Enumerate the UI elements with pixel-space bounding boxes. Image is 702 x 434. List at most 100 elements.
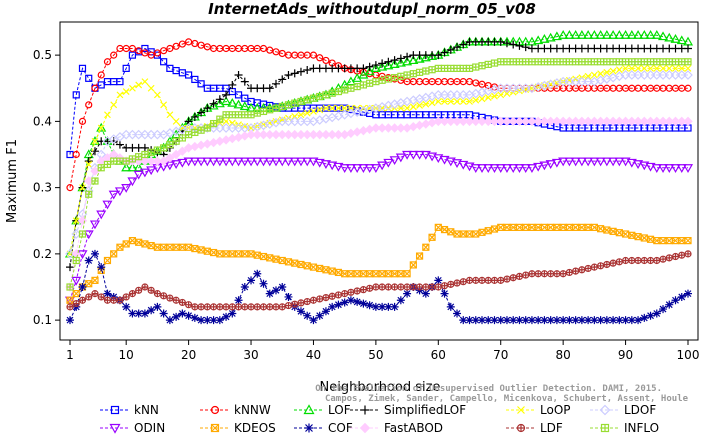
- data-point: [190, 112, 199, 121]
- data-point: [590, 58, 598, 66]
- series-kdeos: [66, 223, 692, 304]
- data-point: [628, 58, 636, 66]
- data-point: [559, 316, 568, 325]
- data-point: [128, 309, 137, 318]
- x-tick-label: 80: [556, 348, 571, 362]
- data-point: [259, 107, 268, 116]
- legend-item-loop: LoOP: [506, 403, 571, 417]
- data-point: [214, 157, 225, 167]
- credit-note: On the Evaluation of Unsupervised Outlie…: [315, 383, 688, 404]
- data-point: [334, 104, 342, 112]
- data-point: [197, 41, 205, 49]
- legend-label: kNN: [134, 403, 159, 417]
- data-point: [352, 127, 362, 137]
- data-point: [464, 116, 475, 127]
- data-point: [358, 164, 369, 173]
- data-point: [527, 116, 537, 127]
- data-point: [615, 316, 624, 325]
- data-point: [272, 303, 280, 311]
- data-point: [103, 160, 112, 169]
- data-point: [597, 262, 605, 270]
- data-point: [553, 58, 561, 66]
- data-point: [458, 116, 468, 127]
- data-point: [227, 123, 238, 133]
- data-point: [434, 51, 443, 60]
- data-point: [372, 283, 380, 291]
- data-point: [558, 116, 568, 127]
- data-point: [439, 90, 450, 100]
- data-point: [583, 157, 594, 167]
- data-point: [384, 57, 393, 66]
- data-point: [601, 30, 612, 39]
- data-point: [378, 59, 387, 68]
- data-point: [522, 58, 530, 66]
- data-point: [601, 157, 612, 167]
- series-odin: [64, 150, 694, 306]
- x-tick-label: 100: [677, 348, 700, 362]
- data-point: [234, 111, 243, 119]
- y-tick-label: 0.1: [33, 313, 52, 327]
- data-point: [146, 166, 157, 176]
- data-point: [414, 120, 425, 131]
- data-point: [396, 123, 406, 133]
- data-point: [439, 116, 450, 127]
- data-point: [589, 30, 600, 39]
- data-point: [415, 68, 424, 76]
- data-point: [222, 111, 230, 119]
- data-point: [89, 136, 101, 145]
- data-point: [66, 316, 74, 325]
- data-point: [308, 157, 319, 167]
- data-point: [103, 58, 112, 66]
- data-point: [497, 58, 505, 66]
- credit-line-2: On the Evaluation of Unsupervised Outlie…: [315, 383, 662, 394]
- data-point: [284, 292, 293, 301]
- data-point: [421, 119, 431, 129]
- data-point: [453, 98, 461, 105]
- data-point: [453, 279, 461, 287]
- data-point: [308, 129, 319, 140]
- data-point: [384, 283, 392, 291]
- data-point: [370, 63, 381, 72]
- data-point: [516, 87, 523, 95]
- data-point: [372, 78, 380, 86]
- data-point: [634, 256, 642, 265]
- data-point: [483, 164, 494, 173]
- data-point: [472, 276, 480, 284]
- data-point: [366, 79, 374, 87]
- data-point: [402, 56, 413, 66]
- legend-marker: [516, 423, 526, 433]
- data-point: [676, 35, 687, 45]
- data-point: [66, 263, 74, 272]
- x-axis: 1 10 20 30 40 50 60 70 80 90 100: [66, 340, 699, 362]
- data-point: [597, 58, 605, 66]
- data-point: [222, 90, 231, 99]
- data-point: [609, 58, 617, 66]
- data-point: [358, 125, 369, 136]
- data-point: [128, 84, 136, 92]
- data-point: [390, 56, 399, 65]
- data-point: [546, 316, 555, 325]
- data-point: [551, 158, 562, 168]
- data-point: [91, 137, 99, 145]
- data-point: [466, 98, 473, 105]
- data-point: [339, 164, 350, 173]
- data-point: [278, 303, 286, 311]
- data-point: [396, 296, 405, 305]
- x-tick-label: 50: [368, 348, 383, 362]
- data-point: [440, 225, 449, 234]
- data-point: [270, 157, 282, 167]
- data-point: [551, 31, 562, 41]
- data-point: [403, 71, 411, 79]
- data-point: [671, 252, 680, 261]
- data-point: [627, 116, 637, 127]
- data-point: [284, 258, 293, 266]
- data-point: [283, 116, 294, 127]
- data-point: [497, 276, 505, 284]
- data-point: [102, 200, 113, 210]
- data-point: [228, 303, 236, 311]
- data-point: [316, 106, 324, 114]
- data-point: [247, 303, 255, 311]
- data-point: [664, 70, 675, 80]
- data-point: [565, 58, 573, 66]
- data-point: [371, 123, 381, 133]
